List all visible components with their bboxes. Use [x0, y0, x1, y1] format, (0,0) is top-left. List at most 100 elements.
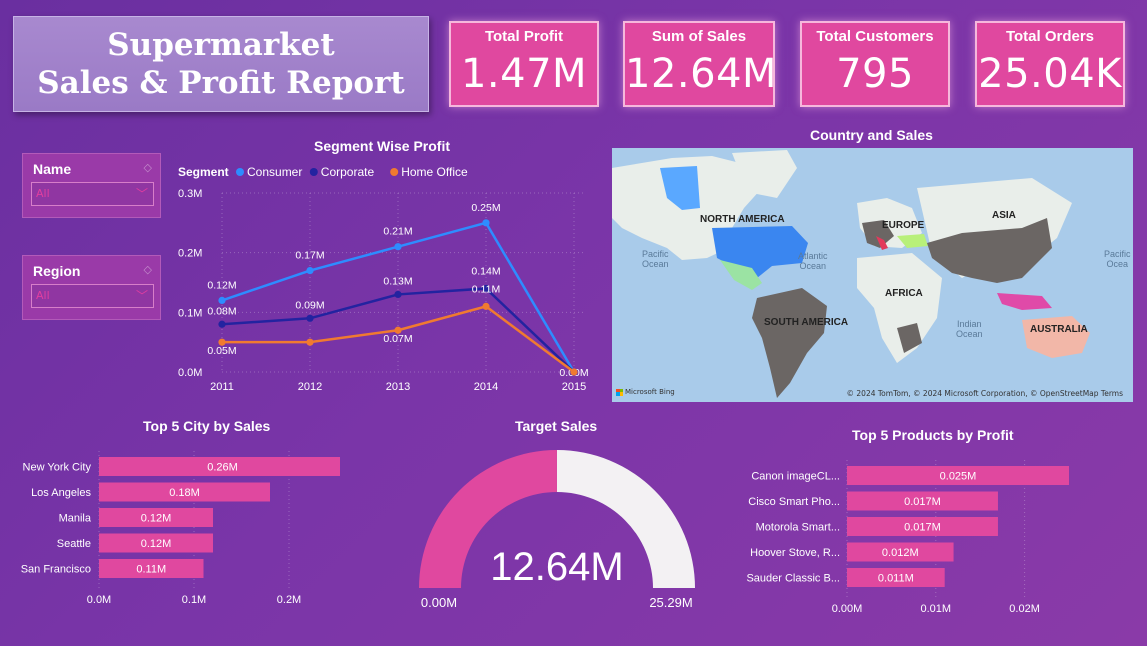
data-label: 0.12M — [207, 279, 236, 291]
city-chart-title: Top 5 City by Sales — [143, 418, 271, 434]
kpi-value: 1.47M — [460, 51, 588, 97]
y-tick-label: 0.2M — [178, 248, 202, 260]
bar-value-label: 0.26M — [207, 462, 238, 474]
bar — [847, 542, 954, 562]
legend-marker — [390, 168, 399, 176]
bar-value-label: 0.017M — [904, 522, 941, 534]
bar-value-label: 0.18M — [169, 487, 200, 499]
data-point — [482, 219, 490, 227]
data-point — [394, 326, 402, 334]
legend-label: Corporate — [321, 165, 375, 179]
data-label: 0.07M — [383, 333, 412, 345]
gauge-value-label: 12.64M — [490, 545, 623, 589]
data-label: 0.13M — [383, 275, 412, 287]
kpi-value: 12.64M — [625, 51, 778, 97]
category-label: Sauder Classic B... — [746, 573, 840, 585]
region-slicer[interactable]: Region ◇ All ﹀ — [22, 255, 161, 320]
kpi-card-total-orders[interactable]: Total Orders 25.04K — [975, 21, 1125, 107]
asia-sales-shape — [927, 218, 1052, 283]
legend-marker — [309, 168, 318, 176]
category-label: Canon imageCL... — [751, 471, 840, 483]
data-label: 0.14M — [471, 265, 500, 277]
bar — [99, 482, 270, 502]
map-label-africa: AFRICA — [885, 288, 923, 299]
kpi-value: 795 — [836, 51, 914, 97]
gauge-min-label: 0.00M — [421, 595, 457, 610]
usa-shape — [712, 226, 808, 278]
segment-line-chart[interactable]: Segment Consumer Corporate Home Office 0.3M 0… — [170, 160, 600, 400]
chevron-down-icon: ﹀ — [135, 187, 148, 201]
category-label: Manila — [59, 513, 92, 525]
x-tick-label: 2015 — [562, 381, 586, 393]
legend-title: Segment — [178, 165, 229, 179]
microsoft-logo-icon — [616, 388, 623, 396]
category-label: San Francisco — [21, 564, 91, 576]
region-dropdown[interactable]: All ﹀ — [31, 284, 154, 308]
target-sales-gauge[interactable]: 12.64M 0.00M 25.29M — [410, 440, 710, 620]
gauge-max-label: 25.29M — [649, 595, 692, 610]
gauge-track — [556, 450, 695, 588]
x-tick-label: 0.02M — [1009, 603, 1040, 615]
data-point — [570, 368, 578, 376]
category-label: Cisco Smart Pho... — [748, 496, 840, 508]
data-point — [306, 266, 314, 275]
eraser-icon[interactable]: ◇ — [143, 161, 152, 174]
mexico-shape — [720, 260, 762, 290]
data-point — [482, 302, 490, 310]
data-label: 0.25M — [471, 202, 500, 214]
x-tick-label: 0.2M — [277, 594, 301, 606]
city-bar-chart[interactable]: 0.0M 0.1M 0.2M New York City 0.26M Los Angele… — [10, 448, 340, 610]
slicer-title: Name — [33, 161, 72, 177]
x-tick-label: 2012 — [298, 381, 322, 393]
kpi-card-sum-of-sales[interactable]: Sum of Sales 12.64M — [623, 21, 778, 107]
gauge-fill — [419, 450, 557, 588]
bar-value-label: 0.11M — [136, 564, 166, 576]
map-label-europe: EUROPE — [882, 220, 925, 231]
alaska-shape — [660, 166, 700, 210]
greenland-shape — [732, 150, 797, 198]
x-tick-label: 2013 — [386, 381, 410, 393]
map-label-south-america: SOUTH AMERICA — [764, 317, 849, 328]
category-label: Los Angeles — [31, 487, 91, 499]
europe-green-shape — [897, 234, 928, 248]
bing-logo: Microsoft Bing — [616, 388, 675, 396]
name-dropdown[interactable]: All ﹀ — [31, 182, 154, 206]
world-map-shapes — [612, 150, 1090, 398]
segment-chart-title: Segment Wise Profit — [314, 138, 451, 154]
map-label-atlantic: Atlantic Ocean — [798, 251, 828, 271]
dropdown-value: All — [36, 289, 50, 302]
data-point — [218, 296, 226, 304]
x-tick-label: 2014 — [474, 381, 498, 393]
map-copyright[interactable]: © 2024 TomTom, © 2024 Microsoft Corporat… — [846, 389, 1123, 398]
bar — [99, 508, 213, 527]
country-sales-map[interactable]: NORTH AMERICA SOUTH AMERICA EUROPE ASIA … — [612, 148, 1133, 402]
data-point — [394, 243, 402, 251]
africa-sales-shape — [897, 323, 922, 353]
map-label-indian: Indian Ocean — [956, 319, 983, 339]
data-label: 0.17M — [295, 250, 324, 262]
category-label: New York City — [23, 462, 92, 474]
bar — [847, 568, 945, 587]
data-point — [482, 284, 490, 293]
product-bar-chart[interactable]: 0.00M 0.01M 0.02M Canon imageCL... 0.025M Cis… — [740, 458, 1080, 618]
name-slicer[interactable]: Name ◇ All ﹀ — [22, 153, 161, 218]
y-tick-label: 0.3M — [178, 188, 202, 200]
bar-value-label: 0.012M — [882, 547, 919, 559]
report-title-line1: Supermarket — [107, 27, 335, 63]
eraser-icon[interactable]: ◇ — [143, 263, 152, 276]
category-label: Seattle — [57, 538, 91, 550]
x-tick-label: 0.1M — [182, 594, 206, 606]
kpi-card-total-customers[interactable]: Total Customers 795 — [800, 21, 950, 107]
map-label-australia: AUSTRALIA — [1030, 324, 1088, 335]
chevron-down-icon: ﹀ — [135, 289, 148, 303]
data-point — [306, 338, 314, 346]
data-point — [218, 320, 226, 328]
map-title: Country and Sales — [810, 127, 933, 143]
kpi-label: Total Profit — [484, 28, 564, 45]
category-label: Motorola Smart... — [756, 522, 840, 534]
map-label-north-america: NORTH AMERICA — [700, 214, 785, 225]
slicer-title: Region — [33, 263, 81, 279]
product-chart-title: Top 5 Products by Profit — [852, 427, 1014, 443]
data-point — [394, 290, 402, 299]
kpi-card-total-profit[interactable]: Total Profit 1.47M — [449, 21, 599, 107]
